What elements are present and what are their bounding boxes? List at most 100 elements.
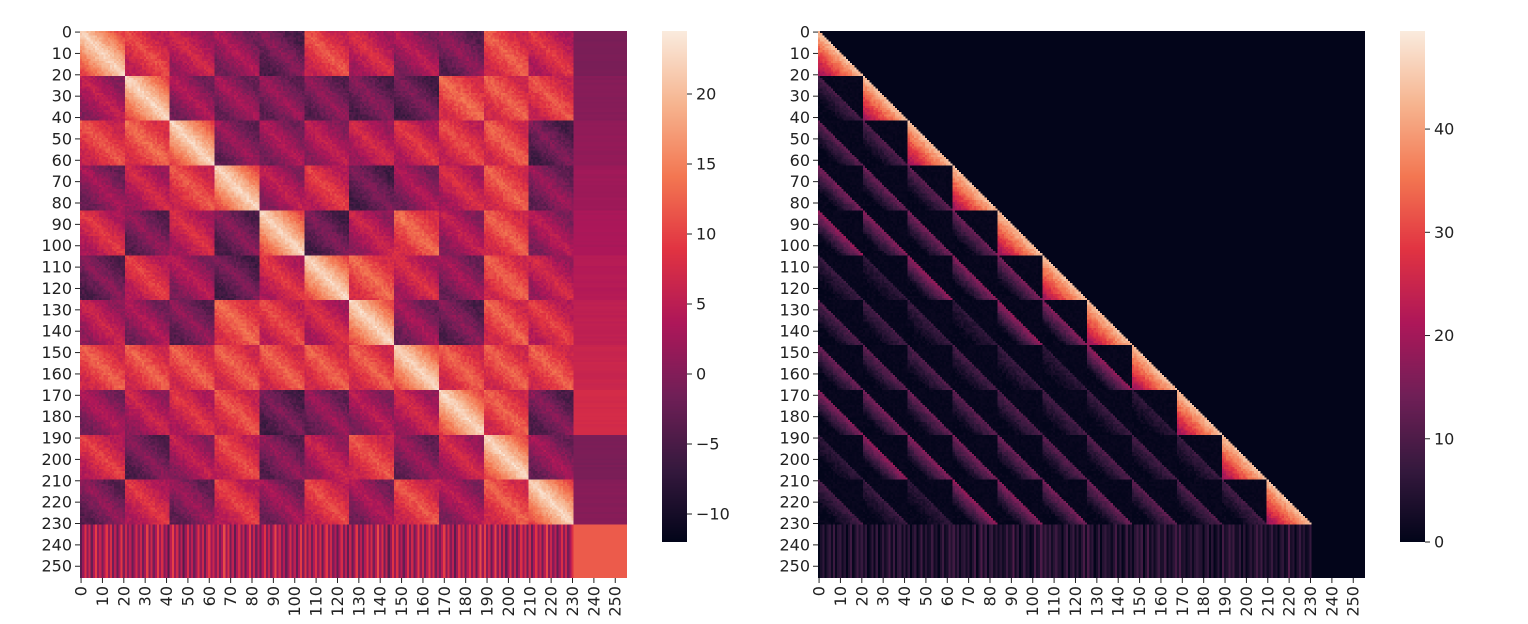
y-tick-label: 180: [41, 407, 72, 426]
heatmap-left: [80, 31, 627, 578]
x-tick-label: 80: [243, 586, 262, 606]
colorbar-tick-label: 30: [1434, 223, 1454, 242]
x-tick-label: 180: [456, 586, 475, 617]
x-tick-label: 50: [178, 586, 197, 606]
x-tick-label: 40: [157, 586, 176, 606]
colorbar-tick-label: 5: [696, 295, 706, 314]
x-tick-label: 230: [563, 586, 582, 617]
x-tick-label: 220: [1280, 586, 1299, 617]
y-tick-label: 190: [41, 429, 72, 448]
y-tick-label: 50: [790, 129, 810, 148]
x-tick-label: 20: [114, 586, 133, 606]
heatmap-cells: [80, 31, 627, 578]
y-tick-label: 70: [790, 172, 810, 191]
heatmap-cells: [818, 31, 1365, 578]
heatmap-right-x-axis: 0 10 20 30 40 50 60 70 80 90 100 110 120 130 140 150 160…: [810, 578, 1363, 617]
y-tick-label: 20: [52, 65, 72, 84]
y-tick-label: 100: [779, 236, 810, 255]
colorbar-right: 0 10 20 30 40: [1400, 31, 1454, 552]
x-tick-label: 10: [831, 586, 850, 606]
y-tick-label: 20: [790, 65, 810, 84]
x-tick-label: 120: [328, 586, 347, 617]
y-tick-label: 220: [779, 493, 810, 512]
y-tick-label: 80: [52, 194, 72, 213]
x-tick-label: 180: [1194, 586, 1213, 617]
x-tick-label: 240: [584, 586, 603, 617]
colorbar-tick-label: 10: [696, 225, 716, 244]
heatmap-left-y-axis: 0 10 20 30 40 50 60 70 80 90 100 110 120 130 140 150 160…: [41, 23, 80, 576]
x-tick-label: 210: [520, 586, 539, 617]
y-tick-label: 10: [52, 44, 72, 63]
y-tick-label: 160: [779, 364, 810, 383]
y-tick-label: 90: [52, 215, 72, 234]
x-tick-label: 160: [413, 586, 432, 617]
x-tick-label: 30: [136, 586, 155, 606]
x-tick-label: 200: [499, 586, 518, 617]
x-tick-label: 100: [285, 586, 304, 617]
colorbar-tick-label: 20: [696, 85, 716, 104]
y-tick-label: 200: [779, 450, 810, 469]
y-tick-label: 190: [779, 429, 810, 448]
colorbar-left: −10 −5 0 5 10 15 20: [662, 31, 730, 542]
y-tick-label: 120: [779, 279, 810, 298]
x-tick-label: 250: [606, 586, 625, 617]
x-tick-label: 30: [874, 586, 893, 606]
y-tick-label: 240: [779, 535, 810, 554]
y-tick-label: 50: [52, 129, 72, 148]
heatmap-left-panel: 0102030405060708090100110120130140150160…: [41, 23, 729, 617]
y-tick-label: 140: [779, 322, 810, 341]
x-tick-label: 60: [200, 586, 219, 606]
x-tick-label: 240: [1322, 586, 1341, 617]
colorbar-gradient: [1400, 31, 1425, 542]
y-tick-label: 230: [779, 514, 810, 533]
y-tick-label: 250: [41, 557, 72, 576]
x-tick-label: 60: [938, 586, 957, 606]
y-tick-label: 40: [52, 108, 72, 127]
y-tick-label: 0: [800, 23, 810, 42]
x-tick-label: 220: [542, 586, 561, 617]
colorbar-tick-label: 20: [1434, 326, 1454, 345]
x-tick-label: 230: [1301, 586, 1320, 617]
x-tick-label: 120: [1066, 586, 1085, 617]
y-tick-label: 230: [41, 514, 72, 533]
x-tick-label: 200: [1237, 586, 1256, 617]
y-tick-label: 120: [41, 279, 72, 298]
y-tick-label: 10: [790, 44, 810, 63]
y-tick-label: 160: [41, 364, 72, 383]
heatmap-right-panel: 0102030405060708090100110120130140150160…: [779, 23, 1454, 617]
colorbar-tick-label: 0: [1434, 533, 1444, 552]
x-tick-label: 190: [1216, 586, 1235, 617]
x-tick-label: 90: [264, 586, 283, 606]
x-tick-label: 80: [981, 586, 1000, 606]
x-tick-label: 140: [1109, 586, 1128, 617]
y-tick-label: 140: [41, 322, 72, 341]
y-tick-label: 110: [779, 258, 810, 277]
x-tick-label: 0: [72, 586, 91, 596]
y-tick-label: 210: [41, 471, 72, 490]
y-tick-label: 90: [790, 215, 810, 234]
heatmap-right-y-axis: 0 10 20 30 40 50 60 70 80 90 100 110 120 130 140 150 160…: [779, 23, 818, 576]
colorbar-tick-label: 15: [696, 155, 716, 174]
x-tick-label: 140: [371, 586, 390, 617]
x-tick-label: 50: [916, 586, 935, 606]
x-tick-label: 210: [1258, 586, 1277, 617]
x-tick-label: 130: [1087, 586, 1106, 617]
y-tick-label: 40: [790, 108, 810, 127]
y-tick-label: 220: [41, 493, 72, 512]
colorbar-tick-label: 40: [1434, 120, 1454, 139]
y-tick-label: 130: [41, 300, 72, 319]
y-tick-label: 250: [779, 557, 810, 576]
y-tick-label: 80: [790, 194, 810, 213]
x-tick-label: 40: [895, 586, 914, 606]
heatmap-right: [818, 31, 1365, 578]
y-tick-label: 100: [41, 236, 72, 255]
y-tick-label: 200: [41, 450, 72, 469]
colorbar-tick-label: 0: [696, 365, 706, 384]
x-tick-label: 0: [810, 586, 829, 596]
colorbar-tick-label: 10: [1434, 429, 1454, 448]
x-tick-label: 100: [1023, 586, 1042, 617]
y-tick-label: 170: [41, 386, 72, 405]
y-tick-label: 150: [779, 343, 810, 362]
x-tick-label: 170: [1173, 586, 1192, 617]
